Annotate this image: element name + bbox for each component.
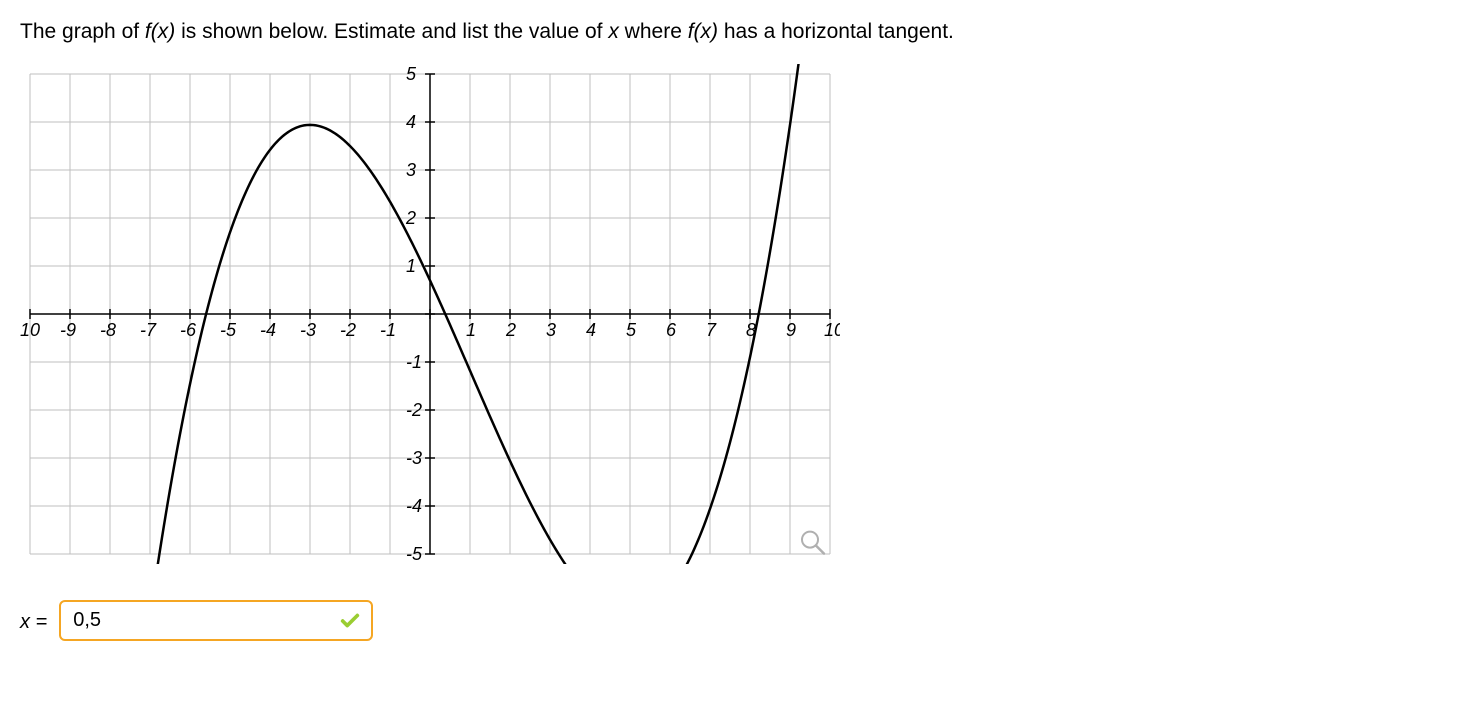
svg-text:3: 3 bbox=[406, 160, 416, 180]
svg-text:-7: -7 bbox=[140, 320, 157, 340]
svg-text:-6: -6 bbox=[180, 320, 197, 340]
q-mid: is shown below. Estimate and list the va… bbox=[181, 20, 608, 43]
svg-text:7: 7 bbox=[706, 320, 717, 340]
q-mid2: where bbox=[625, 20, 688, 43]
answer-input[interactable] bbox=[71, 608, 295, 633]
q-fn2: f(x) bbox=[688, 20, 718, 43]
graph-container: 10-9-8-7-6-5-4-3-2-112345678910-5-4-3-2-… bbox=[20, 64, 840, 570]
q-prefix: The graph of bbox=[20, 20, 145, 43]
svg-text:-5: -5 bbox=[406, 544, 423, 564]
graph-svg: 10-9-8-7-6-5-4-3-2-112345678910-5-4-3-2-… bbox=[20, 64, 840, 564]
svg-text:6: 6 bbox=[666, 320, 677, 340]
svg-text:9: 9 bbox=[786, 320, 796, 340]
svg-text:5: 5 bbox=[406, 64, 417, 84]
svg-text:-5: -5 bbox=[220, 320, 237, 340]
q-fn1: f(x) bbox=[145, 20, 175, 43]
svg-text:3: 3 bbox=[546, 320, 556, 340]
svg-text:-8: -8 bbox=[100, 320, 116, 340]
svg-text:1: 1 bbox=[466, 320, 476, 340]
svg-text:-1: -1 bbox=[380, 320, 396, 340]
svg-text:4: 4 bbox=[406, 112, 416, 132]
svg-text:-2: -2 bbox=[406, 400, 422, 420]
svg-text:2: 2 bbox=[505, 320, 516, 340]
question-text: The graph of f(x) is shown below. Estima… bbox=[20, 20, 1444, 44]
answer-label: x = bbox=[20, 611, 47, 634]
q-suffix: has a horizontal tangent. bbox=[724, 20, 954, 43]
answer-input-wrap[interactable] bbox=[59, 600, 373, 641]
svg-text:-4: -4 bbox=[260, 320, 276, 340]
svg-text:-3: -3 bbox=[406, 448, 422, 468]
svg-text:2: 2 bbox=[405, 208, 416, 228]
check-icon bbox=[339, 610, 361, 632]
svg-text:-3: -3 bbox=[300, 320, 316, 340]
svg-text:-2: -2 bbox=[340, 320, 356, 340]
svg-text:5: 5 bbox=[626, 320, 637, 340]
svg-text:10: 10 bbox=[824, 320, 840, 340]
answer-row: x = bbox=[20, 600, 1444, 641]
svg-text:1: 1 bbox=[406, 256, 416, 276]
svg-text:4: 4 bbox=[586, 320, 596, 340]
q-xvar: x bbox=[608, 20, 619, 43]
svg-text:-4: -4 bbox=[406, 496, 422, 516]
svg-text:10: 10 bbox=[20, 320, 40, 340]
svg-text:-1: -1 bbox=[406, 352, 422, 372]
svg-text:-9: -9 bbox=[60, 320, 76, 340]
